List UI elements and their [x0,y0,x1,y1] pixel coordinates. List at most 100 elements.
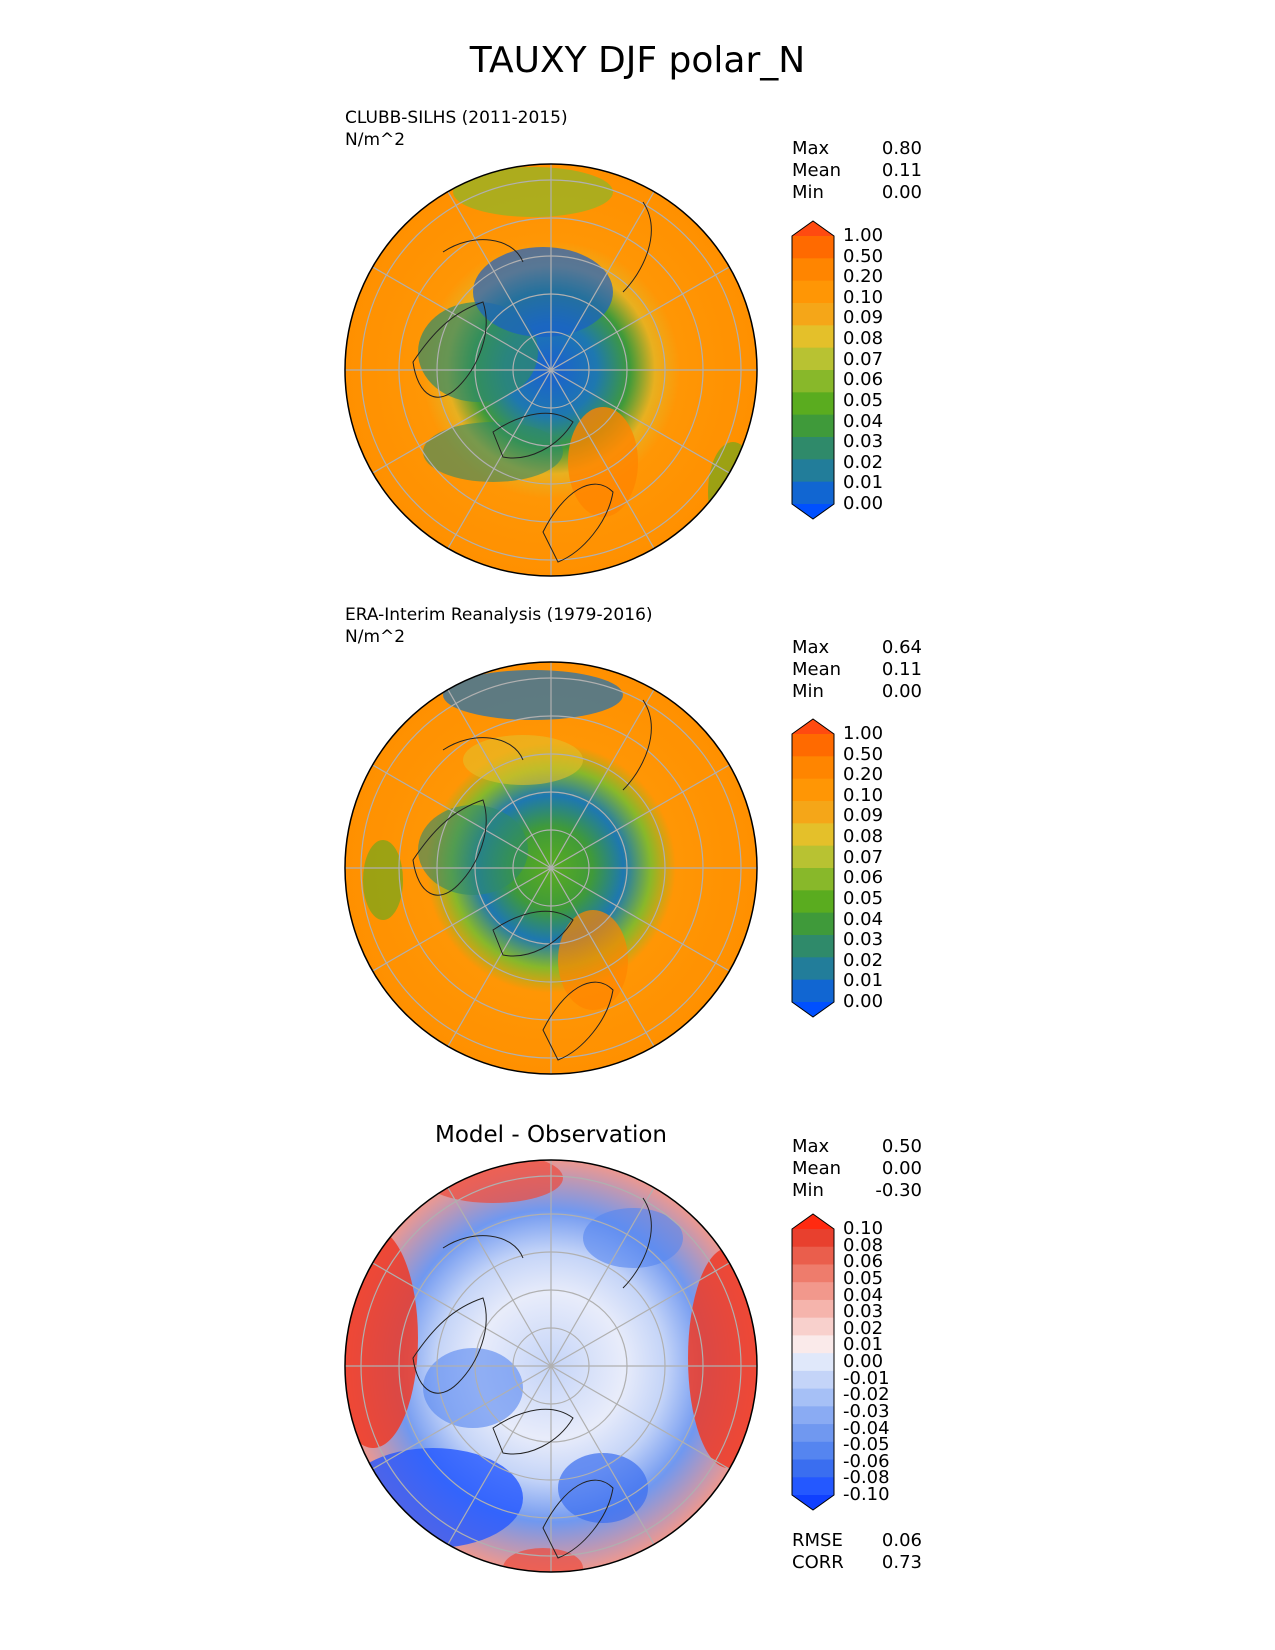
max-value: 0.80 [881,138,922,159]
stats-box: Max 0.80 Mean 0.11 Min 0.00 [792,138,922,204]
colorbar-segment [792,303,834,326]
polar-map-obs [344,661,758,1075]
colorbar-tick-label: -0.08 [843,1467,890,1489]
panel-units: N/m^2 [345,627,406,647]
colorbar-segment [792,1229,834,1248]
colorbar-segment [792,823,834,847]
colorbar-segment [792,1246,834,1265]
max-value: 0.50 [881,1136,922,1157]
colorbar-tick-label: 0.01 [843,1334,884,1356]
colorbar-segment [792,481,834,505]
colorbar-extend-min [792,1002,834,1017]
panel-title: CLUBB-SILHS (2011-2015) [345,108,568,128]
colorbar-segment [792,1477,834,1496]
colorbar-outline [791,220,835,520]
colorbar-tick-label: 0.10 [843,784,884,806]
colorbar-segment [792,1317,834,1336]
panel-units: N/m^2 [345,130,406,150]
colorbar-extend-min [792,504,834,519]
colorbar-tick-label: 0.20 [843,764,884,786]
colorbar-tick-label: 1.00 [843,225,884,246]
mean-value: 0.11 [881,160,922,181]
metrics-box: RMSE 0.06 CORR 0.73 [792,1530,922,1574]
colorbar-tick-label: -0.01 [843,1367,890,1389]
colorbar-tick-label: 0.10 [843,1218,884,1239]
colorbar-segment [792,801,834,824]
colorbar-segment [792,258,834,282]
colorbar-extend-min [792,1495,834,1510]
colorbar-segment [792,1282,834,1301]
colorbar-segment [792,1406,834,1425]
colorbar-tick-label: 0.06 [843,369,884,391]
corr-value: 0.73 [881,1552,922,1573]
colorbar-tick-label: 1.00 [843,723,884,744]
colorbar-tick-label: 0.02 [843,1317,884,1339]
colorbar-outline [791,718,835,1018]
colorbar-segment [792,1299,834,1319]
colorbar-tick-label: 0.06 [843,1251,884,1273]
colorbar-tick-label: 0.09 [843,307,884,329]
colorbar-tick-label: 0.50 [843,743,884,765]
colorbar-segment [792,1335,834,1354]
max-label: Max [792,637,830,658]
colorbar-tick-label: 0.03 [843,929,884,951]
colorbar-extend-max [792,1214,834,1229]
colorbar-tick-label: 0.20 [843,266,884,288]
mean-label: Mean [792,1158,842,1179]
colorbar-segment [792,957,834,981]
colorbar-segment [792,325,834,349]
colorbar-tick-label: 0.05 [843,887,884,909]
rmse-value: 0.06 [881,1530,922,1551]
colorbar-segment [792,912,834,936]
colorbar-model [791,220,835,520]
polar-map-diff [344,1159,758,1573]
colorbar-tick-label: 0.10 [843,286,884,308]
colorbar-tick-label: -0.03 [843,1400,890,1422]
min-value: 0.00 [881,681,922,702]
polar-map-model [344,163,758,577]
colorbar-segment [792,890,834,914]
colorbar-obs [791,718,835,1018]
stats-box: Max 0.64 Mean 0.11 Min 0.00 [792,637,922,703]
mean-value: 0.11 [881,659,922,680]
colorbar-segment [792,437,834,460]
colorbar-segment [792,1388,834,1407]
colorbar-segment [792,1353,834,1372]
colorbar-segment [792,459,834,483]
colorbar-segment [792,734,834,757]
mean-label: Mean [792,160,842,181]
figure-title: TAUXY DJF polar_N [469,40,806,81]
colorbar-tick-label: 0.02 [843,949,884,971]
mean-label: Mean [792,659,842,680]
colorbar-tick-label: 0.07 [843,846,884,868]
colorbar-segment [792,280,834,304]
colorbar-tick-label: -0.10 [843,1484,890,1505]
colorbar-tick-label: 0.00 [843,991,884,1012]
max-value: 0.64 [881,637,922,658]
max-label: Max [792,138,830,159]
min-label: Min [792,1180,824,1201]
mean-value: 0.00 [881,1158,922,1179]
colorbar-tick-label: 0.09 [843,805,884,827]
corr-label: CORR [792,1552,844,1573]
colorbar-outline [791,1213,835,1511]
colorbar-tick-label: 0.04 [843,1284,884,1306]
colorbar-tick-label: 0.08 [843,328,884,350]
colorbar-segment [792,979,834,1003]
colorbar-segment [792,1424,834,1443]
colorbar-segment [792,347,834,371]
colorbar-tick-label: 0.00 [843,493,884,514]
colorbar-segment [792,1459,834,1478]
colorbar-extend-max [792,221,834,236]
colorbar-segment [792,778,834,802]
colorbar-tick-label: 0.02 [843,451,884,473]
colorbar-segment [792,935,834,958]
colorbar-segment [792,1264,834,1283]
colorbar-tick-label: 0.07 [843,348,884,370]
colorbar-tick-label: 0.08 [843,1234,884,1256]
colorbar-segment [792,1441,834,1461]
colorbar-tick-label: 0.06 [843,867,884,889]
colorbar-tick-label: 0.04 [843,410,884,432]
min-label: Min [792,182,824,203]
colorbar-segment [792,392,834,416]
